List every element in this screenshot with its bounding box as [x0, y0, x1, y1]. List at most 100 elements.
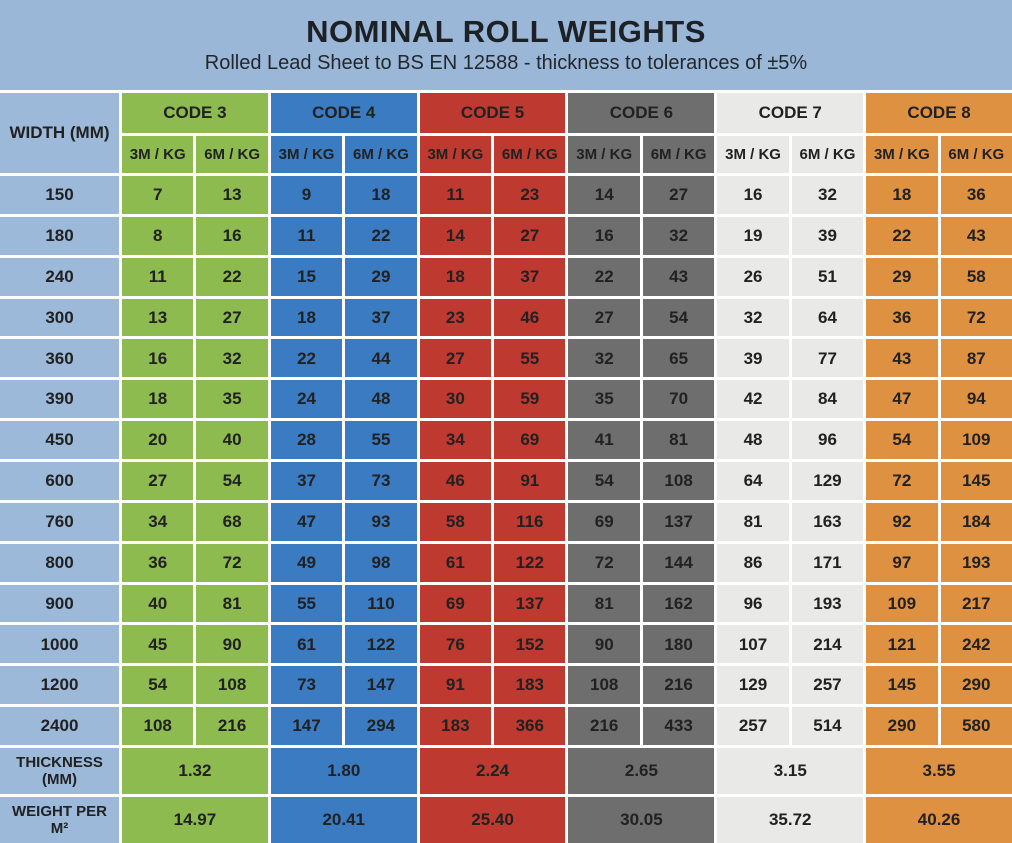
- value-cell: 29: [866, 257, 938, 296]
- value-cell: 163: [791, 502, 864, 541]
- value-cell: 42: [717, 380, 789, 419]
- value-cell: 97: [866, 543, 938, 582]
- value-cell: 55: [345, 421, 417, 459]
- value-cell: 37: [494, 257, 566, 296]
- value-cell: 61: [270, 625, 343, 664]
- value-cell: 15: [270, 257, 343, 296]
- value-cell: 121: [866, 625, 938, 664]
- value-cell: 22: [345, 216, 417, 255]
- value-cell: 48: [345, 380, 417, 419]
- value-cell: 55: [270, 584, 343, 623]
- thickness-value-cell: 2.65: [568, 748, 715, 794]
- width-cell: 180: [0, 216, 119, 255]
- value-cell: 366: [494, 707, 566, 745]
- value-cell: 73: [270, 666, 343, 705]
- weight-value-cell: 25.40: [419, 797, 566, 843]
- value-cell: 55: [494, 339, 566, 378]
- page-title: NOMINAL ROLL WEIGHTS: [306, 13, 706, 49]
- value-cell: 433: [642, 707, 715, 745]
- value-cell: 109: [866, 584, 938, 623]
- value-cell: 116: [494, 502, 566, 541]
- value-cell: 68: [196, 502, 268, 541]
- value-cell: 45: [122, 625, 194, 664]
- code-header-cell-6: CODE 6: [568, 93, 715, 133]
- value-cell: 580: [940, 707, 1012, 745]
- value-cell: 81: [568, 584, 640, 623]
- subheader-cell-code3-3m: 3M / KG: [122, 136, 194, 173]
- value-cell: 162: [642, 584, 715, 623]
- width-cell: 1000: [0, 625, 119, 664]
- subheader-cell-code4-3m: 3M / KG: [270, 136, 343, 173]
- value-cell: 54: [642, 298, 715, 337]
- subheader-cell-code6-3m: 3M / KG: [568, 136, 640, 173]
- value-cell: 32: [196, 339, 268, 378]
- code-header-cell-7: CODE 7: [717, 93, 864, 133]
- value-cell: 216: [196, 707, 268, 745]
- page-subtitle: Rolled Lead Sheet to BS EN 12588 - thick…: [204, 52, 808, 75]
- value-cell: 35: [568, 380, 640, 419]
- value-cell: 43: [642, 257, 715, 296]
- value-cell: 216: [568, 707, 640, 745]
- value-cell: 107: [717, 625, 789, 664]
- thickness-value-cell: 1.32: [122, 748, 268, 794]
- value-cell: 81: [717, 502, 789, 541]
- value-cell: 36: [940, 176, 1012, 214]
- value-cell: 73: [345, 462, 417, 500]
- subheader-cell-code6-6m: 6M / KG: [642, 136, 715, 173]
- value-cell: 77: [791, 339, 864, 378]
- value-cell: 36: [866, 298, 938, 337]
- value-cell: 514: [791, 707, 864, 745]
- value-cell: 108: [568, 666, 640, 705]
- subheader-cell-code5-6m: 6M / KG: [494, 136, 566, 173]
- value-cell: 28: [270, 421, 343, 459]
- value-cell: 27: [642, 176, 715, 214]
- weight-value-cell: 20.41: [270, 797, 417, 843]
- width-cell: 2400: [0, 707, 119, 745]
- value-cell: 18: [419, 257, 492, 296]
- code-header-cell-8: CODE 8: [866, 93, 1012, 133]
- value-cell: 9: [270, 176, 343, 214]
- subheader-cell-code7-6m: 6M / KG: [791, 136, 864, 173]
- value-cell: 129: [791, 462, 864, 500]
- value-cell: 90: [568, 625, 640, 664]
- value-cell: 147: [345, 666, 417, 705]
- value-cell: 64: [717, 462, 789, 500]
- value-cell: 49: [270, 543, 343, 582]
- value-cell: 8: [122, 216, 194, 255]
- width-header-cell: WIDTH (MM): [0, 93, 119, 173]
- value-cell: 110: [345, 584, 417, 623]
- value-cell: 257: [717, 707, 789, 745]
- value-cell: 14: [419, 216, 492, 255]
- value-cell: 72: [568, 543, 640, 582]
- value-cell: 180: [642, 625, 715, 664]
- value-cell: 40: [196, 421, 268, 459]
- value-cell: 84: [791, 380, 864, 419]
- value-cell: 39: [791, 216, 864, 255]
- subheader-cell-code3-6m: 6M / KG: [196, 136, 268, 173]
- value-cell: 242: [940, 625, 1012, 664]
- value-cell: 184: [940, 502, 1012, 541]
- value-cell: 214: [791, 625, 864, 664]
- subheader-cell-code8-3m: 3M / KG: [866, 136, 938, 173]
- value-cell: 91: [494, 462, 566, 500]
- value-cell: 34: [419, 421, 492, 459]
- code-header-cell-4: CODE 4: [270, 93, 417, 133]
- width-cell: 1200: [0, 666, 119, 705]
- roll-weights-grid: WIDTH (MM) CODE 3 CODE 4 CODE 5 CODE 6 CODE 7…: [0, 90, 1012, 843]
- value-cell: 16: [717, 176, 789, 214]
- value-cell: 108: [642, 462, 715, 500]
- weight-value-cell: 35.72: [717, 797, 864, 843]
- value-cell: 122: [494, 543, 566, 582]
- value-cell: 183: [494, 666, 566, 705]
- value-cell: 41: [568, 421, 640, 459]
- value-cell: 58: [940, 257, 1012, 296]
- value-cell: 18: [122, 380, 194, 419]
- value-cell: 144: [642, 543, 715, 582]
- value-cell: 13: [122, 298, 194, 337]
- value-cell: 23: [419, 298, 492, 337]
- value-cell: 290: [940, 666, 1012, 705]
- value-cell: 27: [196, 298, 268, 337]
- code-header-cell-3: CODE 3: [122, 93, 268, 133]
- value-cell: 72: [866, 462, 938, 500]
- value-cell: 93: [345, 502, 417, 541]
